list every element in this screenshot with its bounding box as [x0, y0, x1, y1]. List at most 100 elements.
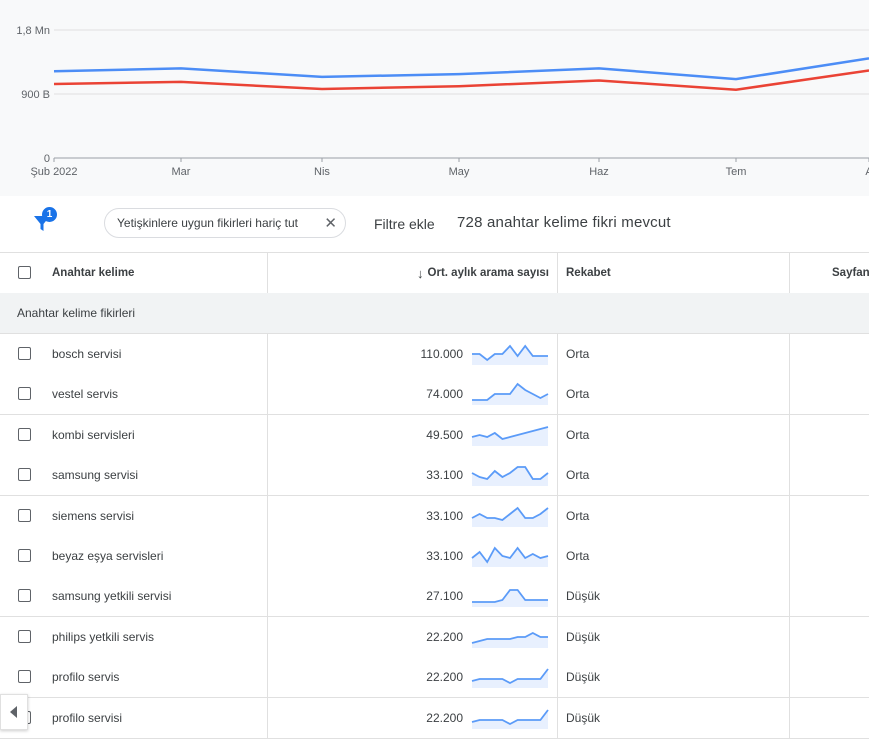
table-row[interactable]: siemens servisi 33.100 Orta: [0, 495, 869, 537]
row-checkbox[interactable]: [18, 670, 31, 684]
table-row[interactable]: bosch servisi 110.000 Orta: [0, 334, 869, 375]
row-checkbox[interactable]: [18, 629, 31, 643]
trend-sparkline: [472, 589, 548, 608]
header-top-of-page-bid[interactable]: Sayfan: [832, 267, 869, 279]
volume-cell: 110.000: [420, 347, 464, 361]
table-row[interactable]: philips yetkili servis 22.200 Düşük: [0, 616, 869, 658]
row-checkbox[interactable]: [18, 549, 31, 562]
add-filter-button[interactable]: Filtre ekle: [374, 216, 435, 232]
competition-cell: Orta: [566, 347, 590, 361]
table-row[interactable]: kombi servisleri 49.500 Orta: [0, 414, 869, 456]
x-tick-label: May: [449, 166, 470, 178]
volume-cell: 49.500: [426, 427, 463, 442]
header-competition[interactable]: Rekabet: [566, 267, 611, 279]
volume-cell: 33.100: [426, 549, 463, 563]
scroll-left-button[interactable]: [0, 694, 28, 730]
competition-cell: Orta: [566, 387, 590, 402]
x-tick-label: Tem: [726, 166, 747, 178]
sparkline-line: [472, 383, 549, 402]
keyword-cell: samsung servisi: [52, 468, 139, 483]
sparkline-line: [471, 709, 549, 725]
table-row[interactable]: profilo servisi 22.200 Düşük: [0, 697, 869, 739]
keyword-cell: siemens servisi: [52, 508, 135, 523]
x-tick-label: Şub 2022: [30, 166, 77, 178]
volume-cell: 33.100: [426, 468, 463, 483]
keyword-cell: philips yetkili servis: [52, 629, 155, 644]
keyword-cell: profilo servisi: [52, 710, 123, 725]
sparkline-line: [472, 344, 548, 362]
series-line-2: [53, 69, 869, 91]
sparkline-area: [472, 669, 548, 689]
filter-count-badge: 1: [42, 207, 57, 222]
volume-cell: 33.100: [426, 508, 463, 523]
keyword-cell: profilo servis: [52, 670, 120, 685]
x-tick-label: A: [865, 166, 869, 178]
row-checkbox[interactable]: [18, 387, 31, 401]
sparkline-area: [472, 632, 548, 648]
sparkline-area: [472, 467, 548, 487]
trend-sparkline: [472, 344, 548, 365]
sparkline-line: [471, 668, 549, 685]
volume-cell: 22.200: [426, 629, 463, 644]
close-icon[interactable]: ✕: [324, 215, 337, 232]
row-checkbox[interactable]: [18, 427, 31, 441]
competition-cell: Orta: [566, 549, 590, 563]
header-volume-label: Ort. aylık arama sayısı: [427, 267, 549, 279]
competition-cell: Orta: [566, 508, 590, 523]
table-row[interactable]: samsung yetkili servisi 27.100 Düşük: [0, 576, 869, 618]
header-avg-monthly-searches[interactable]: ↓ Ort. aylık arama sayısı: [400, 253, 549, 293]
sparkline-line: [471, 546, 549, 564]
keyword-cell: kombi servisleri: [52, 427, 135, 442]
competition-cell: Orta: [566, 468, 590, 483]
keyword-cell: samsung yetkili servisi: [52, 589, 172, 604]
trend-sparkline: [471, 546, 549, 567]
competition-cell: Düşük: [566, 629, 601, 644]
y-tick-label: 900 B: [21, 89, 50, 101]
x-tick-label: Mar: [172, 166, 191, 178]
keyword-cell: bosch servisi: [52, 347, 122, 361]
sort-arrow-icon: ↓: [417, 265, 424, 281]
volume-cell: 22.200: [426, 710, 463, 725]
sparkline-area: [472, 346, 548, 365]
x-tick-label: Nis: [314, 166, 330, 178]
sparkline-line: [471, 631, 548, 644]
row-checkbox[interactable]: [18, 508, 31, 522]
keyword-cell: vestel servis: [52, 387, 119, 402]
row-checkbox[interactable]: [18, 468, 31, 482]
row-checkbox[interactable]: [18, 347, 31, 360]
select-all-checkbox[interactable]: [18, 266, 31, 279]
trend-sparkline: [472, 383, 549, 406]
sparkline-area: [472, 548, 548, 567]
table-row[interactable]: beyaz eşya servisleri 33.100 Orta: [0, 536, 869, 577]
table-row[interactable]: samsung servisi 33.100 Orta: [0, 455, 869, 497]
header-keyword[interactable]: Anahtar kelime: [52, 267, 135, 279]
group-row: Anahtar kelime fikirleri: [0, 293, 869, 334]
trend-sparkline: [471, 709, 549, 729]
table-row[interactable]: vestel servis 74.000 Orta: [0, 374, 869, 416]
keyword-cell: beyaz eşya servisleri: [52, 549, 164, 563]
competition-cell: Düşük: [566, 589, 601, 604]
trend-sparkline: [471, 466, 549, 487]
exclude-adult-filter-chip[interactable]: Yetişkinlere uygun fikirleri hariç tut ✕: [104, 208, 346, 238]
sparkline-line: [471, 466, 549, 481]
trend-sparkline: [471, 425, 549, 446]
competition-cell: Orta: [566, 427, 590, 442]
x-tick-label: Haz: [589, 166, 609, 178]
y-tick-label: 1,8 Mn: [16, 25, 50, 37]
row-checkbox[interactable]: [18, 589, 31, 603]
trend-sparkline: [471, 506, 549, 527]
group-label: Anahtar kelime fikirleri: [17, 306, 136, 320]
volume-cell: 27.100: [426, 589, 463, 604]
sparkline-line: [472, 589, 548, 604]
competition-cell: Düşük: [566, 670, 601, 685]
sparkline-line: [471, 506, 549, 521]
y-tick-label: 0: [44, 153, 50, 165]
series-line-1: [53, 57, 869, 81]
table-row[interactable]: profilo servis 22.200 Düşük: [0, 657, 869, 699]
sparkline-line: [471, 425, 549, 440]
trend-sparkline: [471, 631, 548, 648]
sparkline-area: [472, 709, 548, 729]
sparkline-area: [472, 426, 548, 446]
